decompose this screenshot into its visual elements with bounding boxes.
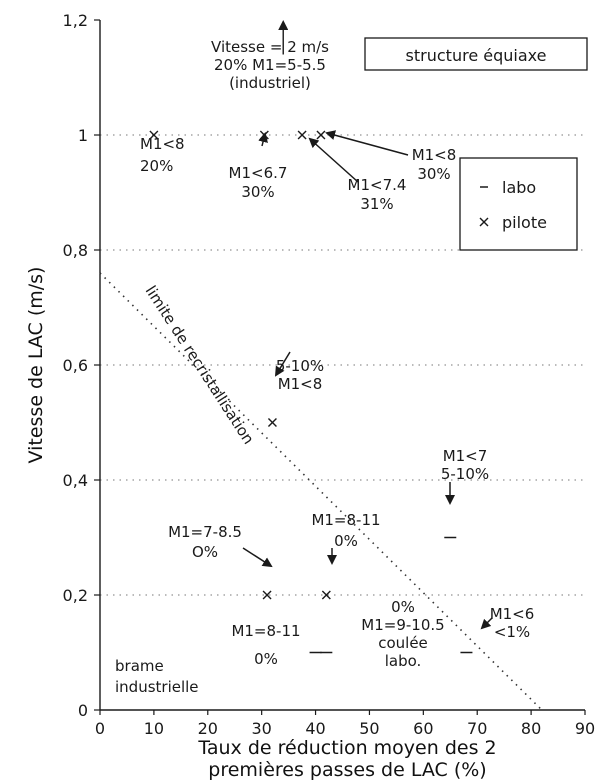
tick-labels: 0 0,2 0,4 0,6 0,8 1 1,2 0 10 20 30 40 50 60 70 80 90 <box>63 11 596 738</box>
legend-box <box>459 157 578 251</box>
annotation-arrow <box>308 137 359 183</box>
y-tick-label: 0,4 <box>63 471 88 490</box>
annotation-label: M1=7-8.5 O% <box>168 523 242 561</box>
x-tick-label: 20 <box>198 719 218 738</box>
structure-label-box: structure équiaxe <box>364 37 588 71</box>
recrystallization-limit: limite de recristallisation <box>99 272 543 711</box>
legend-marker-pilote <box>479 217 489 227</box>
x-axis-title-line2: premières passes de LAC (%) <box>208 759 486 780</box>
annotation-label: 5-10% M1<8 <box>276 357 324 393</box>
y-tick-label: 0,6 <box>63 356 88 375</box>
annotation-label: Vitesse = 2 m/s 20% M1=5-5.5 (industriel) <box>211 38 329 92</box>
annotation-label: M1<6.7 30% <box>229 164 288 201</box>
legend-label-labo: labo <box>502 178 536 197</box>
y-tick-label: 0,8 <box>63 241 88 260</box>
annotations: structure équiaxe Vitesse = 2 m/s 20% M1=5… <box>115 20 588 696</box>
x-tick-label: 70 <box>467 719 487 738</box>
y-tick-label: 0 <box>78 701 88 720</box>
data-points <box>149 130 473 654</box>
annotation-arrow <box>274 351 291 377</box>
recrystallization-line <box>99 272 543 711</box>
y-tick-label: 0,2 <box>63 586 88 605</box>
x-tick-label: 60 <box>413 719 433 738</box>
pilote-point <box>149 130 159 140</box>
annotation-arrow <box>242 547 273 568</box>
pilote-point <box>267 418 277 427</box>
pilote-point <box>316 130 326 140</box>
annotation-arrow <box>480 617 493 630</box>
x-axis-title: Taux de réduction moyen des 2 <box>197 737 496 759</box>
x-tick-label: 40 <box>305 719 325 738</box>
pilote-point <box>297 130 307 140</box>
annotation-label: M1=8-11 0% <box>311 511 380 550</box>
annotation-label: M1<7 5-10% <box>441 447 489 483</box>
annotation-label: 0% M1=9-10.5 coulée labo. <box>361 598 444 670</box>
y-axis-title: Vitesse de LAC (m/s) <box>25 267 47 464</box>
pilote-point <box>321 590 331 600</box>
x-tick-label: 10 <box>144 719 164 738</box>
structure-label: structure équiaxe <box>406 46 547 65</box>
x-tick-label: 30 <box>251 719 271 738</box>
x-tick-label: 0 <box>95 719 105 738</box>
x-tick-label: 50 <box>359 719 379 738</box>
legend: labo pilote <box>459 157 578 251</box>
annotation-label: M1<6 <1% <box>490 605 535 641</box>
annotation-arrow <box>258 132 268 147</box>
legend-label-pilote: pilote <box>502 213 547 232</box>
annotation-arrow <box>325 130 409 156</box>
y-tick-label: 1,2 <box>63 11 88 30</box>
annotation-label: M1<8 20% <box>140 135 185 175</box>
x-tick-label: 80 <box>521 719 541 738</box>
annotation-label: M1=8-11 0% <box>231 622 300 668</box>
pilote-point <box>262 590 272 600</box>
annotation-label: brame industrielle <box>115 657 199 696</box>
annotation-label: M1<7.4 31% <box>348 176 407 213</box>
x-tick-label: 90 <box>575 719 595 738</box>
y-tick-label: 1 <box>78 126 88 145</box>
annotation-label: M1<8 30% <box>412 146 457 183</box>
